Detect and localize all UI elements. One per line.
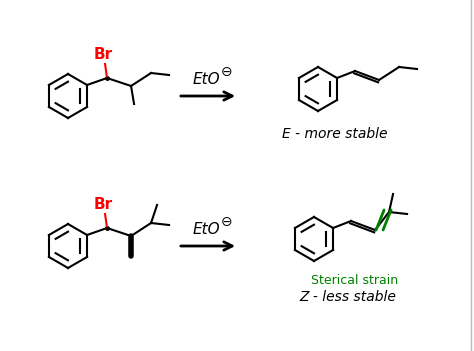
Text: EtO: EtO [192,222,220,237]
Text: ⊖: ⊖ [221,65,233,79]
Text: Z - less stable: Z - less stable [300,290,396,304]
Text: E - more stable: E - more stable [282,127,388,141]
Text: ⊖: ⊖ [221,215,233,229]
Text: EtO: EtO [192,72,220,87]
Text: Br: Br [93,47,113,62]
Text: Br: Br [93,197,113,212]
Text: Sterical strain: Sterical strain [311,274,399,287]
